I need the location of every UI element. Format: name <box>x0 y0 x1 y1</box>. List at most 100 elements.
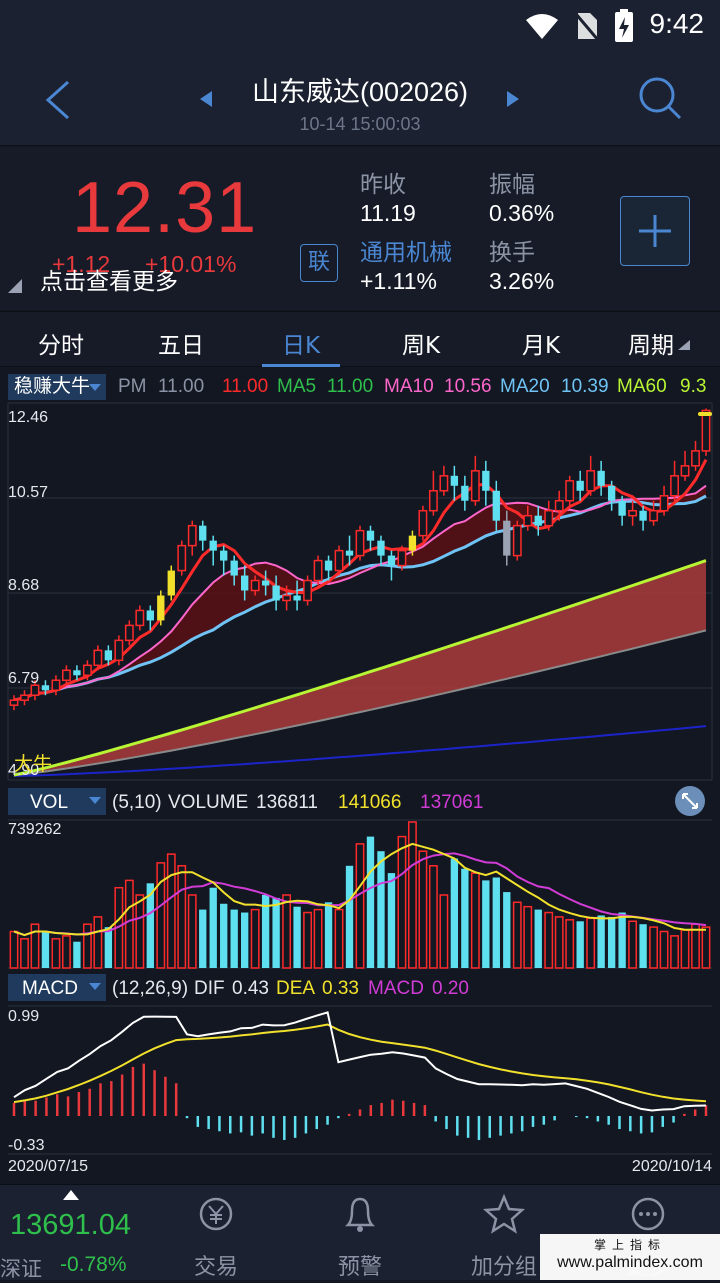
linked-stock-button[interactable]: 联 <box>300 244 338 282</box>
volume-bar <box>512 901 522 969</box>
volume-bar <box>334 908 344 969</box>
tab-daily-k[interactable]: 日K <box>281 333 321 359</box>
more-tip[interactable]: 点击查看更多 <box>40 269 178 295</box>
candle-body <box>649 509 658 522</box>
status-bar: 9:42 <box>0 0 720 52</box>
quote-timestamp: 10-14 15:00:03 <box>299 114 421 134</box>
candle-body <box>199 525 207 541</box>
candle-body <box>334 549 344 572</box>
volume-bar <box>272 897 280 968</box>
volume-bar <box>313 908 323 969</box>
next-stock-icon[interactable] <box>505 89 521 109</box>
volume-bar <box>187 894 197 969</box>
star-icon <box>482 1193 526 1234</box>
ma20-label: MA20 <box>500 376 550 397</box>
price-change: +1.12 <box>52 251 111 277</box>
prev-stock-icon[interactable] <box>198 89 214 109</box>
volume-bar <box>523 905 533 969</box>
volume-bar <box>418 850 428 969</box>
y-tick-2: 8.68 <box>8 577 39 594</box>
vol-indicator-select[interactable] <box>8 788 106 815</box>
candle-body <box>659 495 669 512</box>
candle-body <box>135 609 145 627</box>
candle-body <box>639 510 647 521</box>
volume-bar <box>503 892 511 968</box>
volume-bar <box>597 915 605 968</box>
tab-intraday[interactable]: 分时 <box>38 333 84 359</box>
current-price: 12.31 <box>72 168 258 248</box>
more-icon <box>631 1197 665 1231</box>
volume-bar <box>355 843 365 969</box>
volume-bar <box>554 916 564 969</box>
volume-bar <box>324 902 333 968</box>
volume-bar <box>439 894 449 969</box>
dif-label: DIF <box>194 978 225 999</box>
nav-alert[interactable]: 预警 <box>300 1193 420 1280</box>
tab-five-day[interactable]: 五日 <box>158 333 204 359</box>
volume-bar <box>303 911 312 969</box>
pm-value: 11.00 <box>158 376 205 397</box>
macd-min-label: -0.33 <box>8 1137 45 1154</box>
volume-bar <box>691 923 700 969</box>
candle-body <box>313 559 323 582</box>
nav-trade[interactable]: 交易 <box>156 1193 276 1280</box>
volume-bar <box>387 873 396 968</box>
tab-monthly-k[interactable]: 月K <box>521 333 561 359</box>
candle-body <box>230 560 238 576</box>
indicator-select[interactable]: 稳赚大牛 <box>8 374 106 400</box>
candle-body <box>30 684 40 696</box>
candle-body <box>167 570 175 596</box>
dea-value: 0.33 <box>322 978 359 999</box>
candle-body <box>387 555 396 566</box>
expand-arrows <box>682 793 698 809</box>
candle-body <box>114 639 124 662</box>
volume-bar <box>156 862 166 969</box>
add-watchlist-button[interactable] <box>620 196 690 266</box>
candle-body <box>41 685 50 691</box>
search-icon[interactable] <box>636 74 684 122</box>
volume-bar <box>607 916 616 968</box>
candle-body <box>324 560 333 571</box>
candle-body <box>544 509 554 527</box>
prev-close-value: 11.19 <box>360 200 416 226</box>
amplitude-value: 0.36% <box>489 200 555 226</box>
nav-alert-label: 预警 <box>337 1255 382 1280</box>
start-date: 2020/07/15 <box>8 1158 88 1175</box>
candle-body <box>701 409 711 452</box>
y-tick-0: 12.46 <box>8 409 48 426</box>
volume-bar <box>649 926 658 969</box>
stock-header: 山东威达(002026) 10-14 15:00:03 <box>0 52 720 146</box>
candle-body <box>187 524 197 547</box>
kline-grid <box>7 402 713 781</box>
candle-body <box>503 520 511 556</box>
candle-body <box>293 595 301 601</box>
tab-weekly-k[interactable]: 周K <box>401 333 441 359</box>
vol-indicator-label: VOL <box>30 792 68 813</box>
macd-value: 0.20 <box>432 978 469 999</box>
volume-bar <box>73 941 81 968</box>
macd-indicator-select[interactable] <box>8 974 106 1001</box>
end-date: 2020/10/14 <box>632 1158 712 1175</box>
candle-body <box>20 694 29 701</box>
index-value[interactable]: 13691.04 <box>10 1209 131 1241</box>
tab-period[interactable]: 周期 <box>628 333 674 359</box>
back-arrow-icon[interactable] <box>42 78 72 122</box>
sector-link[interactable]: 通用机械 <box>360 240 452 266</box>
chart-area[interactable]: 12.46 10.57 8.68 6.79 4.90 大牛 VOL (5,10)… <box>0 400 720 1180</box>
volume-bar <box>209 887 217 968</box>
vol-ma5: 141066 <box>338 792 401 813</box>
turnover-value: 3.26% <box>489 268 555 294</box>
big-bull-badge: 大牛 <box>14 753 52 775</box>
ma5-line <box>13 459 708 702</box>
volume-bar <box>250 908 260 969</box>
volume-bar <box>146 883 154 968</box>
candle-body <box>355 529 365 557</box>
ma5-value: 11.00 <box>327 376 374 397</box>
volume-bar <box>177 865 187 969</box>
candle-body <box>104 650 113 661</box>
indicator-select-label: 稳赚大牛 <box>14 376 91 397</box>
bell-icon <box>344 1197 376 1232</box>
vol-value: 136811 <box>256 792 318 813</box>
ma10-label: MA10 <box>384 376 434 397</box>
nav-add-group[interactable]: 加分组 <box>444 1193 564 1280</box>
